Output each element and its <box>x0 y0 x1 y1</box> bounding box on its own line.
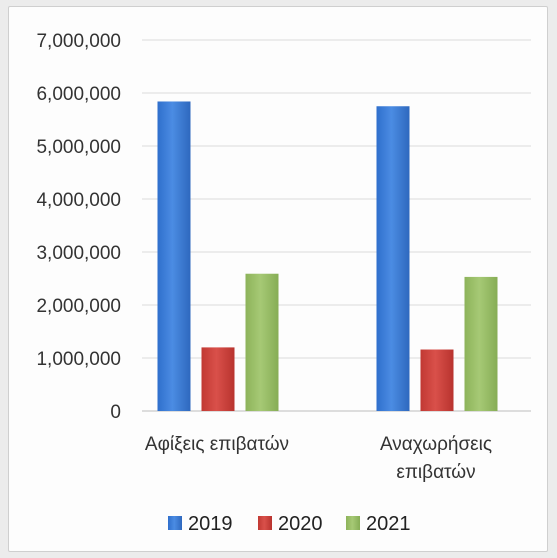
y-tick-label: 2,000,000 <box>36 296 121 317</box>
legend-swatch-2020 <box>258 516 272 530</box>
bars <box>157 101 498 411</box>
bar-chart: 0 1,000,000 2,000,000 3,000,000 4,000,000 5,0… <box>36 31 531 535</box>
y-tick-label: 6,000,000 <box>36 84 121 105</box>
y-tick-label: 4,000,000 <box>36 190 121 211</box>
y-tick-label: 5,000,000 <box>36 137 121 158</box>
y-tick-label: 0 <box>110 402 121 423</box>
legend-label: 2021 <box>366 513 411 535</box>
y-tick-label: 7,000,000 <box>36 31 121 52</box>
legend-swatch-2021 <box>346 516 360 530</box>
y-axis-tick-labels: 0 1,000,000 2,000,000 3,000,000 4,000,000 5,0… <box>36 31 121 423</box>
bar-2021-1 <box>464 276 498 411</box>
chart-card: 0 1,000,000 2,000,000 3,000,000 4,000,000 5,0… <box>8 6 548 552</box>
y-tick-label: 3,000,000 <box>36 243 121 264</box>
legend-label: 2020 <box>278 513 323 535</box>
bar-2019-1 <box>376 106 410 411</box>
bar-2021-0 <box>245 273 279 411</box>
category-label: Αφίξεις επιβατών <box>145 434 289 455</box>
bar-2020-0 <box>201 347 235 411</box>
bar-2020-1 <box>420 349 454 411</box>
category-label: επιβατών <box>396 462 475 483</box>
category-label: Αναχωρήσεις <box>380 434 492 455</box>
legend-label: 2019 <box>188 513 233 535</box>
y-tick-label: 1,000,000 <box>36 349 121 370</box>
bar-2019-0 <box>157 101 191 411</box>
x-axis-category-labels: Αφίξεις επιβατών Αναχωρήσεις επιβατών <box>145 434 492 483</box>
legend-swatch-2019 <box>168 516 182 530</box>
legend: 2019 2020 2021 <box>168 513 411 535</box>
